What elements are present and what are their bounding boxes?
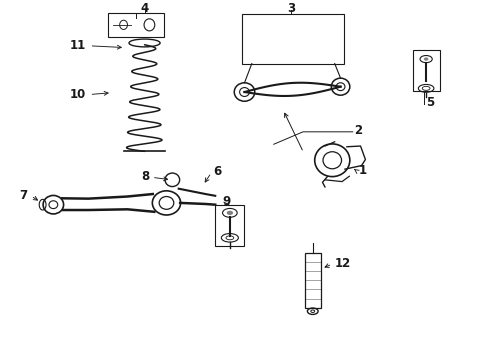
- Text: 12: 12: [334, 257, 350, 270]
- Text: 11: 11: [70, 39, 86, 52]
- Text: 1: 1: [358, 164, 366, 177]
- Ellipse shape: [423, 58, 427, 60]
- Text: 9: 9: [222, 195, 230, 208]
- Text: 5: 5: [425, 96, 433, 109]
- Text: 10: 10: [70, 88, 86, 101]
- Ellipse shape: [227, 211, 232, 214]
- Text: 7: 7: [20, 189, 27, 202]
- Bar: [108, 13, 163, 37]
- Bar: [412, 50, 439, 91]
- Bar: [242, 14, 344, 64]
- Text: 4: 4: [140, 2, 148, 15]
- Bar: [305, 253, 320, 308]
- Text: 8: 8: [141, 170, 149, 183]
- Text: 3: 3: [286, 2, 294, 15]
- Text: 6: 6: [212, 165, 221, 178]
- Text: 2: 2: [353, 123, 362, 136]
- Bar: [215, 205, 244, 246]
